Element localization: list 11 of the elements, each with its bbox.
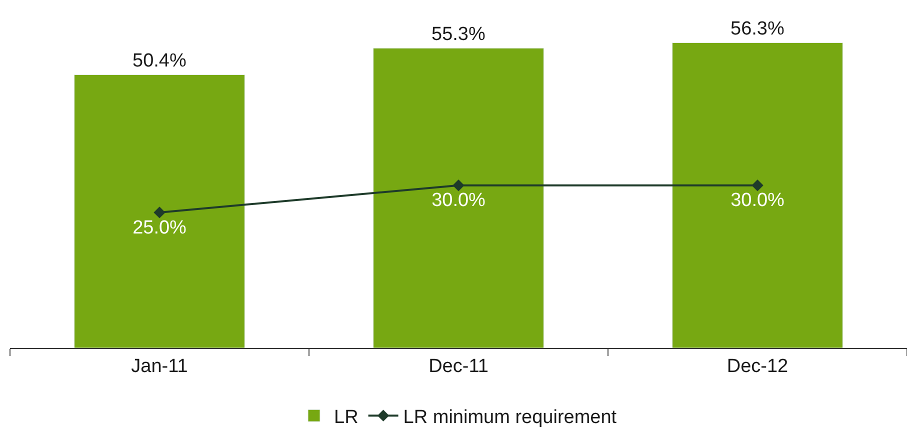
data-label: 30.0% (730, 190, 785, 212)
x-tick-label: Dec-12 (726, 356, 788, 377)
data-label: 55.3% (432, 24, 486, 46)
data-label: 50.4% (132, 50, 186, 72)
x-tick-label: Jan-11 (131, 356, 188, 377)
legend-label: LR minimum requirement (403, 406, 618, 428)
data-label: 56.3% (730, 18, 784, 40)
data-label: 25.0% (132, 217, 187, 238)
data-label: 30.0% (432, 190, 486, 212)
legend-label: LR (334, 406, 358, 428)
x-tick-label: Dec-11 (428, 356, 488, 377)
